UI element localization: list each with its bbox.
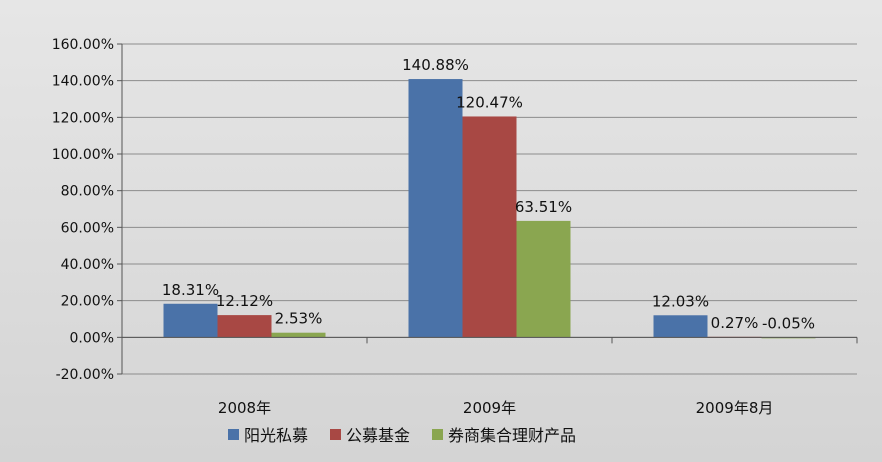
bar-2-0 bbox=[653, 315, 708, 338]
data-label: 12.12% bbox=[216, 292, 273, 310]
legend-swatch bbox=[432, 429, 443, 440]
y-tick-label: 80.00% bbox=[61, 184, 114, 200]
legend-label: 公募基金 bbox=[346, 426, 410, 445]
x-axis-categories: 2008年 2009年 2009年8月 bbox=[218, 399, 773, 417]
bar-0-0 bbox=[163, 303, 218, 338]
x-category-label: 2009年8月 bbox=[696, 399, 774, 417]
data-label: 18.31% bbox=[162, 281, 219, 299]
y-axis-ticks: -20.00% 0.00% 20.00% 40.00% 60.00% 80.00% 100.… bbox=[52, 37, 122, 383]
data-label: 2.53% bbox=[275, 310, 323, 328]
legend-swatch bbox=[330, 429, 341, 440]
y-tick-label: 20.00% bbox=[61, 294, 114, 310]
y-tick-label: -20.00% bbox=[56, 367, 114, 383]
y-tick-label: 100.00% bbox=[52, 147, 114, 163]
bar-1-2 bbox=[516, 220, 571, 338]
y-tick-label: 0.00% bbox=[70, 330, 114, 346]
bar-1-0 bbox=[408, 79, 463, 338]
x-category-label: 2008年 bbox=[218, 399, 271, 417]
axes bbox=[121, 44, 858, 374]
legend-label: 券商集合理财产品 bbox=[448, 426, 576, 445]
legend-swatch bbox=[228, 429, 239, 440]
x-category-label: 2009年 bbox=[463, 399, 516, 417]
data-label: -0.05% bbox=[762, 314, 815, 332]
y-tick-label: 120.00% bbox=[52, 110, 114, 126]
data-label: 63.51% bbox=[515, 198, 572, 216]
data-label: 140.88% bbox=[402, 56, 469, 74]
bars bbox=[163, 79, 816, 339]
y-tick-label: 140.00% bbox=[52, 74, 114, 90]
data-label: 120.47% bbox=[456, 93, 523, 111]
legend: 阳光私募 公募基金 券商集合理财产品 bbox=[228, 426, 576, 445]
y-tick-label: 160.00% bbox=[52, 37, 114, 53]
bar-0-2 bbox=[271, 332, 326, 338]
y-tick-label: 60.00% bbox=[61, 220, 114, 236]
bar-1-1 bbox=[462, 116, 517, 338]
data-label: 0.27% bbox=[711, 314, 759, 332]
y-tick-label: 40.00% bbox=[61, 257, 114, 273]
legend-label: 阳光私募 bbox=[244, 426, 308, 445]
bar-0-1 bbox=[217, 315, 272, 338]
data-labels: 18.31%12.12%2.53% 140.88% 120.47% 63.51% 12.… bbox=[162, 56, 815, 332]
data-label: 12.03% bbox=[652, 292, 709, 310]
